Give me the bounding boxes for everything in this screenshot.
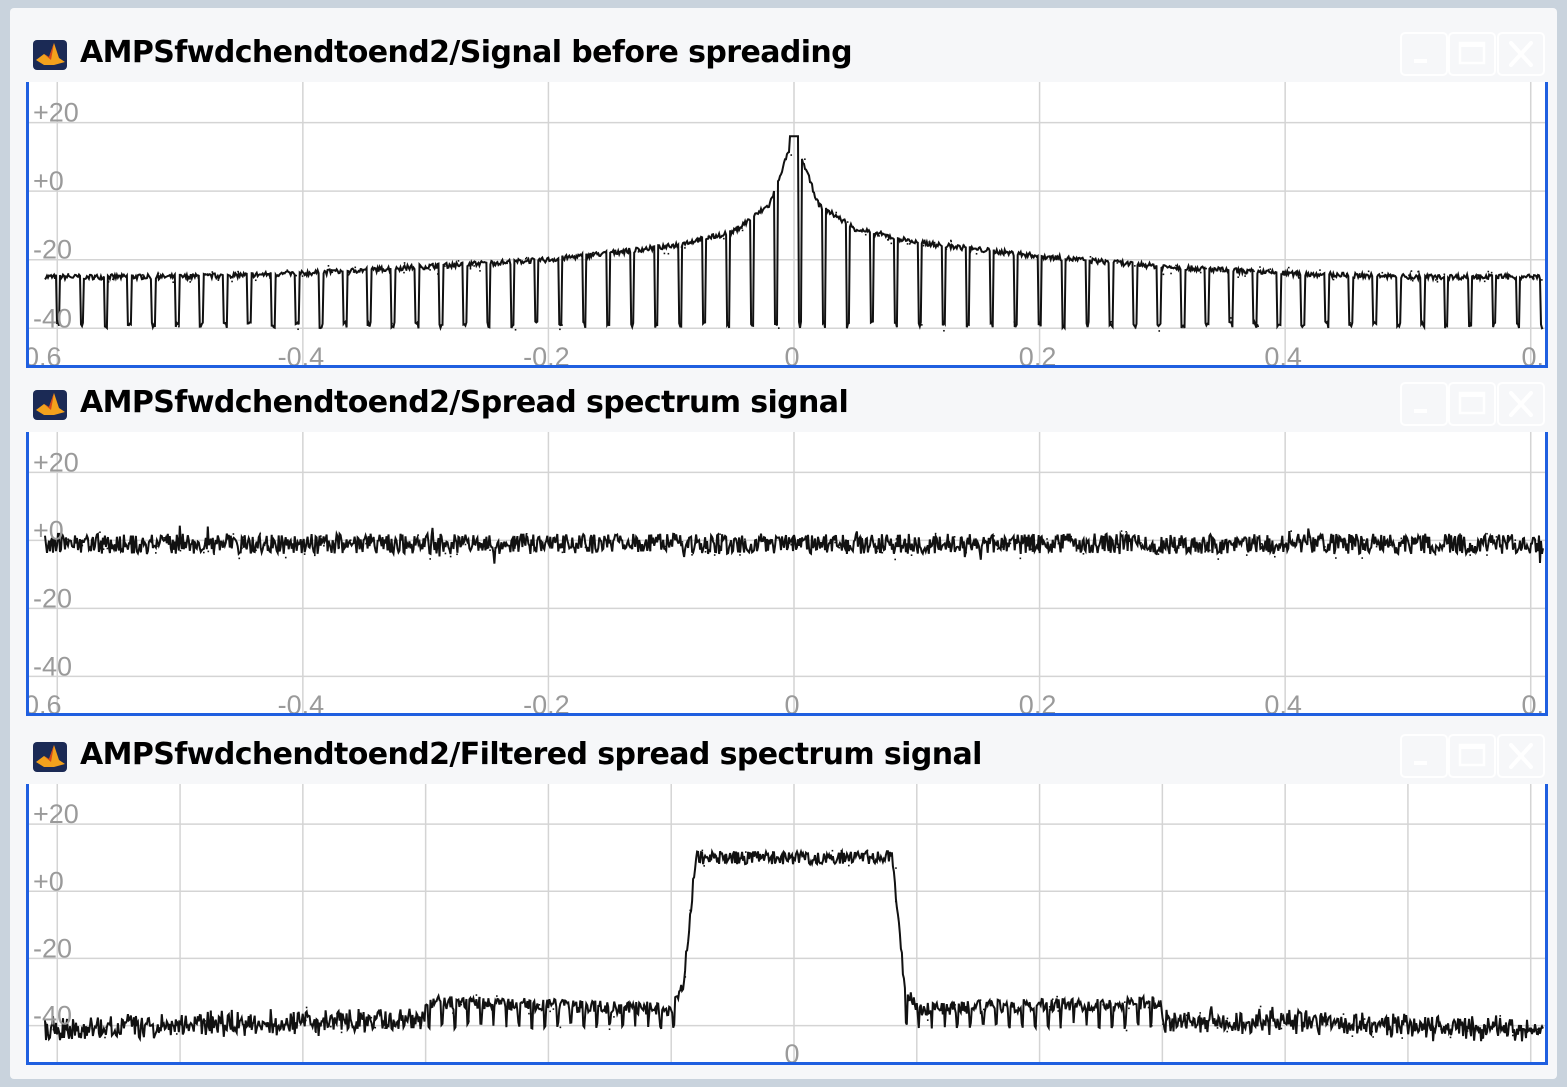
minimize-icon — [1414, 761, 1427, 765]
window-title: AMPSfwdchendtoend2/Filtered spread spect… — [80, 737, 982, 772]
maximize-button[interactable] — [1448, 32, 1496, 76]
scope-window-signal-before-spreading[interactable]: AMPSfwdchendtoend2/Signal before spreadi… — [26, 26, 1548, 368]
y-tick-label: -40 — [33, 303, 72, 333]
window-title: AMPSfwdchendtoend2/Spread spectrum signa… — [80, 385, 849, 420]
signal-trace — [44, 525, 1544, 564]
close-button[interactable] — [1497, 32, 1545, 76]
x-tick-label: 0 — [784, 690, 799, 716]
x-tick-label: -0.2 — [523, 342, 570, 368]
y-tick-label: -40 — [33, 1001, 72, 1031]
window-titlebar[interactable]: AMPSfwdchendtoend2/Spread spectrum signa… — [26, 376, 1548, 432]
x-tick-label: -0.4 — [278, 342, 325, 368]
trace-sample-points — [52, 530, 1524, 561]
maximize-icon — [1458, 743, 1486, 767]
spectrum-plot[interactable]: +20 +0 -20 -40 0 — [26, 784, 1548, 1065]
y-tick-label: +20 — [33, 447, 79, 477]
close-button[interactable] — [1497, 734, 1545, 778]
minimize-icon — [1414, 59, 1427, 63]
minimize-button[interactable] — [1400, 734, 1448, 778]
scope-window-filtered-spread-spectrum-signal[interactable]: AMPSfwdchendtoend2/Filtered spread spect… — [26, 728, 1548, 1065]
signal-trace — [44, 847, 1544, 1043]
close-button[interactable] — [1497, 382, 1545, 426]
window-title: AMPSfwdchendtoend2/Signal before spreadi… — [80, 35, 853, 70]
spectrum-chart: +20 +0 -20 -40 0 — [29, 784, 1545, 1065]
minimize-button[interactable] — [1400, 32, 1448, 76]
y-tick-label: -20 — [33, 583, 72, 613]
x-tick-label: -0.4 — [278, 690, 325, 716]
y-tick-label: -20 — [33, 933, 72, 963]
matlab-membrane-icon — [33, 40, 67, 70]
x-tick-label: 0 — [784, 342, 799, 368]
x-tick-label: -0.6 — [29, 342, 62, 368]
close-icon — [1509, 41, 1533, 67]
trace-sample-points — [44, 849, 1539, 1039]
spectrum-chart: +20 +0 -20 -40 -0.6 -0.4 -0.2 0 0.2 0.4 0.6 — [29, 432, 1545, 716]
trace-sample-points — [53, 154, 1543, 332]
x-tick-label: 0.2 — [1019, 342, 1057, 368]
maximize-icon — [1458, 41, 1486, 65]
grid — [29, 432, 1545, 713]
y-tick-label: +0 — [33, 515, 64, 545]
matlab-membrane-icon — [33, 742, 67, 772]
maximize-button[interactable] — [1448, 382, 1496, 426]
y-tick-label: +0 — [33, 166, 64, 196]
matlab-membrane-icon — [33, 390, 67, 420]
x-tick-label: 0 — [784, 1039, 799, 1065]
x-tick-label: -0.2 — [523, 690, 570, 716]
spectrum-chart: +20 +0 -20 -40 -0.6 -0.4 -0.2 0 0.2 0.4 0.6 — [29, 82, 1545, 368]
spectrum-plot[interactable]: +20 +0 -20 -40 -0.6 -0.4 -0.2 0 0.2 0.4 0.6 — [26, 432, 1548, 716]
signal-trace — [44, 135, 1544, 331]
minimize-button[interactable] — [1400, 382, 1448, 426]
y-tick-label: -20 — [33, 235, 72, 265]
window-titlebar[interactable]: AMPSfwdchendtoend2/Filtered spread spect… — [26, 728, 1548, 784]
close-icon — [1509, 743, 1533, 769]
x-tick-label: 0.4 — [1264, 690, 1302, 716]
minimize-icon — [1414, 409, 1427, 413]
y-tick-label: -40 — [33, 651, 72, 681]
x-tick-label: 0.4 — [1264, 342, 1302, 368]
x-tick-label: 0.6 — [1521, 342, 1545, 368]
maximize-button[interactable] — [1448, 734, 1496, 778]
close-icon — [1509, 391, 1533, 417]
y-tick-label: +20 — [33, 799, 79, 829]
scope-window-spread-spectrum-signal[interactable]: AMPSfwdchendtoend2/Spread spectrum signa… — [26, 376, 1548, 716]
x-tick-label: 0.2 — [1019, 690, 1057, 716]
x-tick-label: 0.6 — [1521, 690, 1545, 716]
y-tick-label: +20 — [33, 98, 79, 128]
window-titlebar[interactable]: AMPSfwdchendtoend2/Signal before spreadi… — [26, 26, 1548, 82]
maximize-icon — [1458, 391, 1486, 415]
y-tick-label: +0 — [33, 866, 64, 896]
spectrum-plot[interactable]: +20 +0 -20 -40 -0.6 -0.4 -0.2 0 0.2 0.4 0.6 — [26, 82, 1548, 368]
x-tick-label: -0.6 — [29, 690, 62, 716]
grid — [29, 82, 1545, 365]
